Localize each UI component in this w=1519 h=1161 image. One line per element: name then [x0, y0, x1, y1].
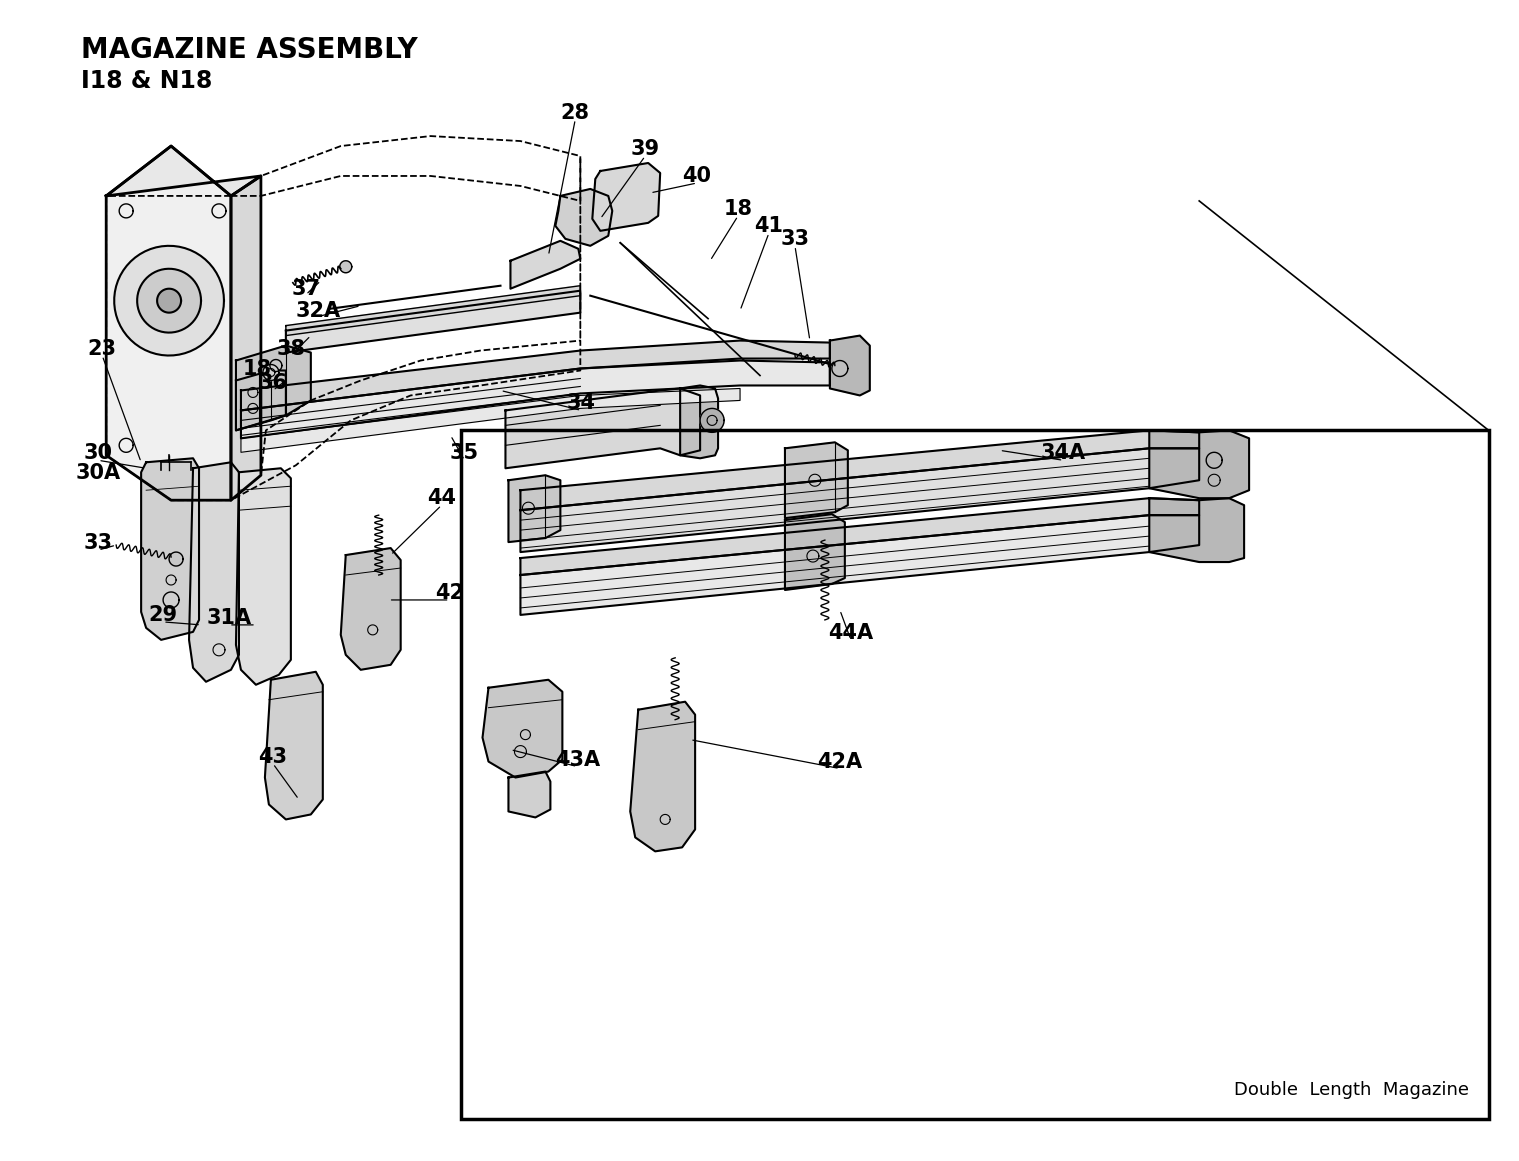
Polygon shape [235, 468, 290, 685]
Text: I18 & N18: I18 & N18 [81, 70, 213, 93]
Text: 28: 28 [561, 103, 589, 123]
Polygon shape [700, 409, 725, 432]
Polygon shape [231, 176, 261, 500]
Text: 34A: 34A [1041, 444, 1086, 463]
Polygon shape [242, 340, 829, 410]
Bar [460, 431, 1489, 1119]
Polygon shape [1150, 498, 1244, 562]
Text: 42: 42 [434, 583, 465, 603]
Text: 44: 44 [427, 488, 456, 509]
Polygon shape [242, 389, 740, 453]
Polygon shape [141, 459, 199, 640]
Polygon shape [156, 289, 181, 312]
Polygon shape [235, 346, 311, 431]
Polygon shape [509, 772, 550, 817]
Text: 42A: 42A [817, 751, 863, 772]
Text: 41: 41 [755, 216, 784, 236]
Text: Double  Length  Magazine: Double Length Magazine [1233, 1081, 1469, 1098]
Text: 33: 33 [84, 533, 112, 553]
Polygon shape [286, 286, 580, 336]
Polygon shape [521, 515, 1198, 615]
Text: 31A: 31A [207, 608, 252, 628]
Text: 43A: 43A [554, 750, 600, 770]
Polygon shape [509, 475, 561, 542]
Text: 40: 40 [682, 166, 711, 186]
Polygon shape [506, 389, 700, 468]
Polygon shape [264, 672, 324, 820]
Polygon shape [114, 246, 223, 355]
Polygon shape [483, 679, 562, 778]
Text: 18: 18 [243, 359, 272, 378]
Polygon shape [340, 261, 352, 273]
Polygon shape [521, 448, 1198, 553]
Text: 44A: 44A [828, 622, 873, 643]
Polygon shape [340, 548, 401, 670]
Text: MAGAZINE ASSEMBLY: MAGAZINE ASSEMBLY [81, 36, 418, 64]
Text: 18: 18 [723, 199, 752, 219]
Polygon shape [510, 240, 580, 289]
Text: 38: 38 [276, 339, 305, 359]
Polygon shape [137, 268, 201, 332]
Text: 33: 33 [781, 229, 810, 248]
Polygon shape [785, 514, 845, 590]
Polygon shape [169, 553, 184, 567]
Polygon shape [106, 146, 261, 196]
Polygon shape [188, 462, 238, 682]
Polygon shape [286, 290, 580, 353]
Text: 32A: 32A [295, 301, 340, 320]
Text: 39: 39 [630, 139, 659, 159]
Polygon shape [592, 163, 661, 231]
Polygon shape [681, 385, 718, 459]
Polygon shape [556, 189, 612, 246]
Polygon shape [785, 442, 848, 518]
Text: 29: 29 [149, 605, 178, 625]
Polygon shape [829, 336, 870, 396]
Text: 35: 35 [450, 444, 478, 463]
Polygon shape [521, 431, 1198, 510]
Text: 43: 43 [258, 747, 287, 766]
Text: 37: 37 [292, 279, 321, 298]
Text: 30A: 30A [76, 463, 122, 483]
Polygon shape [106, 146, 231, 500]
Polygon shape [242, 361, 829, 439]
Polygon shape [521, 498, 1198, 575]
Polygon shape [235, 370, 286, 431]
Text: 34: 34 [567, 394, 595, 413]
Polygon shape [630, 701, 696, 851]
Polygon shape [1150, 431, 1249, 498]
Text: 30: 30 [84, 444, 112, 463]
Polygon shape [263, 365, 279, 381]
Text: 36: 36 [258, 374, 287, 394]
Polygon shape [832, 361, 848, 376]
Text: 23: 23 [88, 339, 117, 359]
